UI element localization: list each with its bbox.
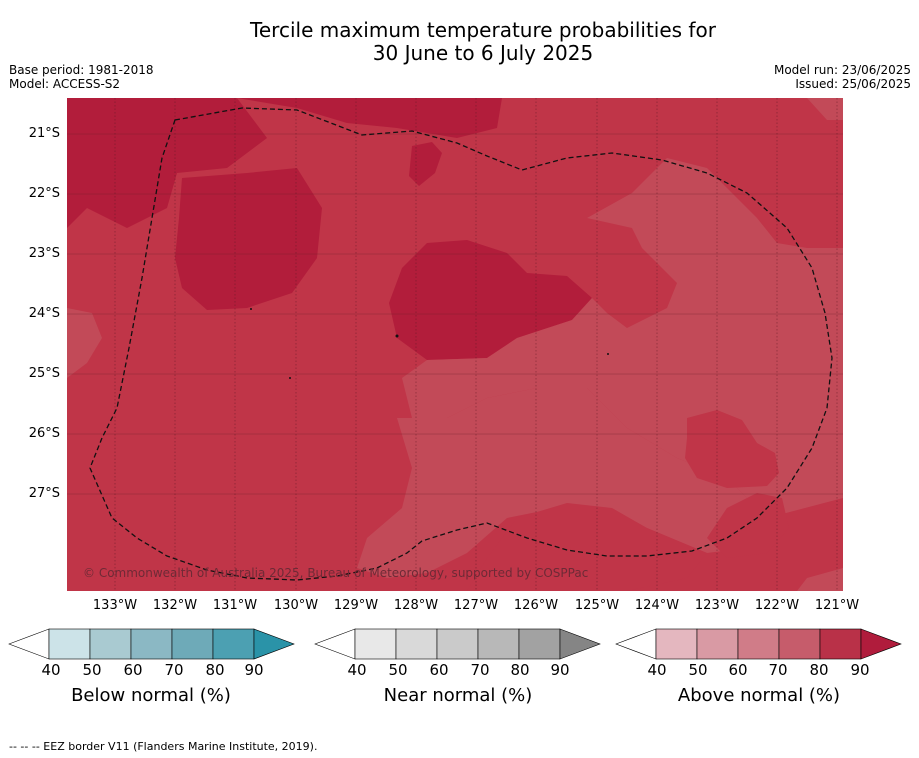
colorbar-segment <box>860 628 902 660</box>
map-title: Tercile maximum temperature probabilitie… <box>0 19 919 65</box>
colorbar-segment <box>212 628 255 660</box>
lon-label: 130°W <box>273 598 319 613</box>
lon-label: 124°W <box>634 598 680 613</box>
lon-label: 127°W <box>453 598 499 613</box>
colorbar-tick: 40 <box>347 661 367 679</box>
colorbar-segment <box>778 628 821 660</box>
run-info: Model run: 23/06/2025 Issued: 25/06/2025 <box>774 63 911 91</box>
colorbar-tick: 50 <box>82 661 102 679</box>
colorbar-segment <box>436 628 479 660</box>
colorbar-segment <box>518 628 561 660</box>
graticule <box>114 98 838 591</box>
lat-label: 24°S <box>28 306 60 321</box>
colorbar-tick: 80 <box>809 661 829 679</box>
colorbar-tick: 60 <box>728 661 748 679</box>
colorbar-tick: 90 <box>244 661 264 679</box>
colorbar-tick: 80 <box>205 661 225 679</box>
lon-label: 125°W <box>574 598 620 613</box>
near-normal-scale <box>314 628 601 660</box>
colorbar-segment <box>89 628 132 660</box>
base-patch-bottom <box>467 503 707 591</box>
lon-label: 133°W <box>92 598 138 613</box>
lon-label: 126°W <box>513 598 559 613</box>
colorbar-segment <box>395 628 438 660</box>
dark-region-top-middle <box>237 98 502 138</box>
above-normal-scale <box>615 628 902 660</box>
lon-label: 132°W <box>152 598 198 613</box>
lat-label: 22°S <box>28 186 60 201</box>
colorbar-tick: 60 <box>123 661 143 679</box>
colorbar-caption: Near normal (%) <box>383 685 533 706</box>
colorbar-segment <box>559 628 601 660</box>
colorbar-tick: 90 <box>850 661 870 679</box>
colorbar-segment <box>655 628 698 660</box>
colorbar-segment <box>354 628 397 660</box>
dark-region-top <box>67 98 267 228</box>
base-period-text: Base period: 1981-2018 <box>9 63 154 77</box>
colorbar-segment <box>171 628 214 660</box>
lat-label: 27°S <box>28 486 60 501</box>
colorbar-segment <box>737 628 780 660</box>
colorbar-tick: 90 <box>550 661 570 679</box>
colorbar-tick: 70 <box>768 661 788 679</box>
eez-footnote: -- -- -- EEZ border V11 (Flanders Marine… <box>9 740 318 753</box>
light-region-south <box>357 388 767 578</box>
colorbar-segment <box>477 628 520 660</box>
colorbar-segment <box>48 628 91 660</box>
dark-region-center <box>389 240 592 360</box>
copyright-notice: © Commonwealth of Australia 2025, Bureau… <box>83 566 589 580</box>
base-patch-right <box>685 410 779 488</box>
colorbar-segment <box>314 628 356 660</box>
light-region-bottom-right <box>797 568 843 591</box>
colorbar-segment <box>8 628 50 660</box>
colorbar-tick: 50 <box>688 661 708 679</box>
light-region-top-right <box>807 98 843 120</box>
colorbar-segment <box>130 628 173 660</box>
colorbar-tick: 40 <box>41 661 61 679</box>
base-patch-lower-right <box>707 493 789 558</box>
colorbar-tick: 50 <box>388 661 408 679</box>
lon-label: 129°W <box>333 598 379 613</box>
colorbar-caption: Below normal (%) <box>71 685 231 706</box>
colorbar-segment <box>253 628 295 660</box>
lat-label: 21°S <box>28 126 60 141</box>
lat-label: 25°S <box>28 366 60 381</box>
below-normal-scale <box>8 628 295 660</box>
eez-border <box>89 107 833 581</box>
lat-label: 26°S <box>28 426 60 441</box>
colorbar-tick: 70 <box>470 661 490 679</box>
lat-label: 23°S <box>28 246 60 261</box>
dark-region-small <box>409 142 442 186</box>
colorbar-segment <box>696 628 739 660</box>
lon-label: 128°W <box>393 598 439 613</box>
colorbar-tick: 80 <box>510 661 530 679</box>
dark-region-left <box>175 168 322 310</box>
lon-label: 121°W <box>814 598 860 613</box>
lon-label: 122°W <box>754 598 800 613</box>
island-markers <box>250 308 609 379</box>
issued-text: Issued: 25/06/2025 <box>795 77 911 91</box>
title-line-1: Tercile maximum temperature probabilitie… <box>250 18 716 42</box>
colorbar-tick: 60 <box>429 661 449 679</box>
colorbar-tick: 70 <box>164 661 184 679</box>
title-line-2: 30 June to 6 July 2025 <box>372 41 594 65</box>
lon-label: 123°W <box>694 598 740 613</box>
probability-map: © Commonwealth of Australia 2025, Bureau… <box>67 98 843 591</box>
latitude-lines <box>67 133 843 495</box>
colorbar-segment <box>615 628 657 660</box>
colorbar-caption: Above normal (%) <box>677 685 841 706</box>
base-period-info: Base period: 1981-2018 Model: ACCESS-S2 <box>9 63 154 91</box>
lon-label: 131°W <box>212 598 258 613</box>
model-run-text: Model run: 23/06/2025 <box>773 63 911 77</box>
colorbar-tick: 40 <box>647 661 667 679</box>
model-text: Model: ACCESS-S2 <box>9 77 121 91</box>
light-region-west <box>67 308 102 378</box>
colorbar-segment <box>819 628 862 660</box>
